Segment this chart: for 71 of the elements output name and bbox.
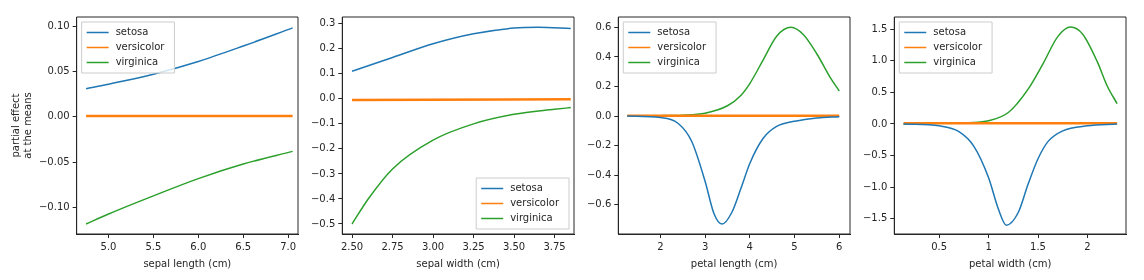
x-tick-label: 3.25 (462, 240, 485, 252)
x-tick-label: 3.75 (543, 240, 566, 252)
line-series (85, 150, 294, 225)
y-tick-label: −0.05 (38, 155, 70, 167)
line-series (351, 26, 572, 73)
y-tick-label: 0.5 (871, 85, 888, 97)
y-tick-label: 0.0 (595, 109, 612, 121)
x-axis-title: sepal width (cm) (416, 257, 501, 269)
x-tick-label: 6.0 (190, 240, 207, 252)
x-tick-label: 0.5 (931, 240, 948, 252)
y-tick-label: 0.00 (47, 110, 70, 122)
y-tick-label: −0.3 (310, 167, 336, 179)
x-tick-label: 3 (701, 240, 709, 252)
legend-label: versicolor (657, 41, 707, 53)
legend-label: virginica (933, 56, 976, 68)
legend-label: virginica (115, 56, 159, 68)
x-tick-label: 1 (985, 240, 992, 252)
line-series (902, 123, 1118, 226)
y-tick-label: −0.6 (586, 198, 612, 210)
y-tick-label: 0.05 (47, 65, 70, 77)
x-tick-label: 3.00 (421, 240, 445, 252)
y-tick-label: 0.4 (595, 50, 612, 62)
y-tick-label: 0.1 (319, 67, 336, 79)
x-tick-label: 1.5 (1030, 240, 1046, 252)
legend-label: setosa (933, 26, 967, 38)
x-tick-label: 2 (1084, 240, 1091, 252)
y-tick-label: −0.5 (310, 217, 336, 229)
y-tick-label: 0.6 (595, 20, 612, 32)
x-axis-title: sepal length (cm) (143, 257, 232, 269)
y-tick-label: −0.5 (862, 149, 888, 161)
y-tick-label: 0.10 (47, 19, 70, 31)
x-tick-label: 6.5 (235, 240, 252, 252)
y-tick-label: −0.10 (38, 201, 70, 213)
x-tick-label: 2.50 (340, 240, 364, 252)
line-series (351, 106, 572, 225)
line-series (85, 27, 294, 90)
x-tick-label: 6 (836, 240, 843, 252)
line-series (626, 115, 841, 225)
legend-label: setosa (657, 26, 691, 38)
x-tick-label: 2.75 (381, 240, 404, 252)
y-tick-label: −0.2 (586, 139, 612, 151)
x-tick-label: 5 (791, 240, 798, 252)
x-tick-label: 3.50 (502, 240, 526, 252)
y-tick-label: 0.0 (319, 92, 336, 104)
y-tick-label: 1.5 (871, 22, 888, 34)
y-tick-label: −1.0 (862, 180, 888, 192)
y-tick-label: 0.2 (319, 42, 336, 54)
y-tick-label: −0.4 (310, 192, 336, 204)
legend-label: setosa (115, 26, 149, 38)
x-tick-label: 4 (746, 240, 753, 252)
x-axis-title: petal width (cm) (968, 257, 1052, 269)
legend-label: virginica (657, 56, 700, 68)
legend-label: versicolor (933, 41, 983, 53)
legend-label: setosa (510, 182, 543, 194)
y-tick-label: −1.5 (862, 212, 888, 224)
x-tick-label: 5.5 (145, 240, 162, 252)
y-tick-label: 0.0 (871, 117, 888, 129)
y-tick-label: −0.2 (310, 142, 336, 154)
legend-label: versicolor (115, 41, 166, 53)
y-tick-label: 0.3 (319, 17, 336, 29)
x-axis-title: petal length (cm) (690, 257, 778, 269)
y-axis-title: partial effect at the means (9, 92, 33, 159)
legend-label: versicolor (510, 197, 560, 209)
x-tick-label: 2 (657, 240, 664, 252)
y-tick-label: 0.2 (595, 80, 612, 92)
y-tick-label: 1.0 (871, 54, 888, 66)
x-tick-label: 7.0 (280, 240, 297, 252)
x-tick-label: 5.0 (100, 240, 117, 252)
y-tick-label: −0.1 (310, 117, 336, 129)
legend-label: virginica (510, 212, 553, 224)
y-tick-label: −0.4 (586, 168, 612, 180)
